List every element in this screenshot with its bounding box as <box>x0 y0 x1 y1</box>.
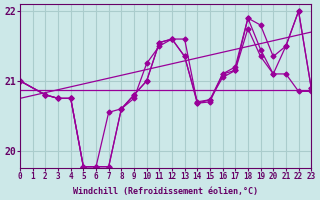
X-axis label: Windchill (Refroidissement éolien,°C): Windchill (Refroidissement éolien,°C) <box>73 187 258 196</box>
